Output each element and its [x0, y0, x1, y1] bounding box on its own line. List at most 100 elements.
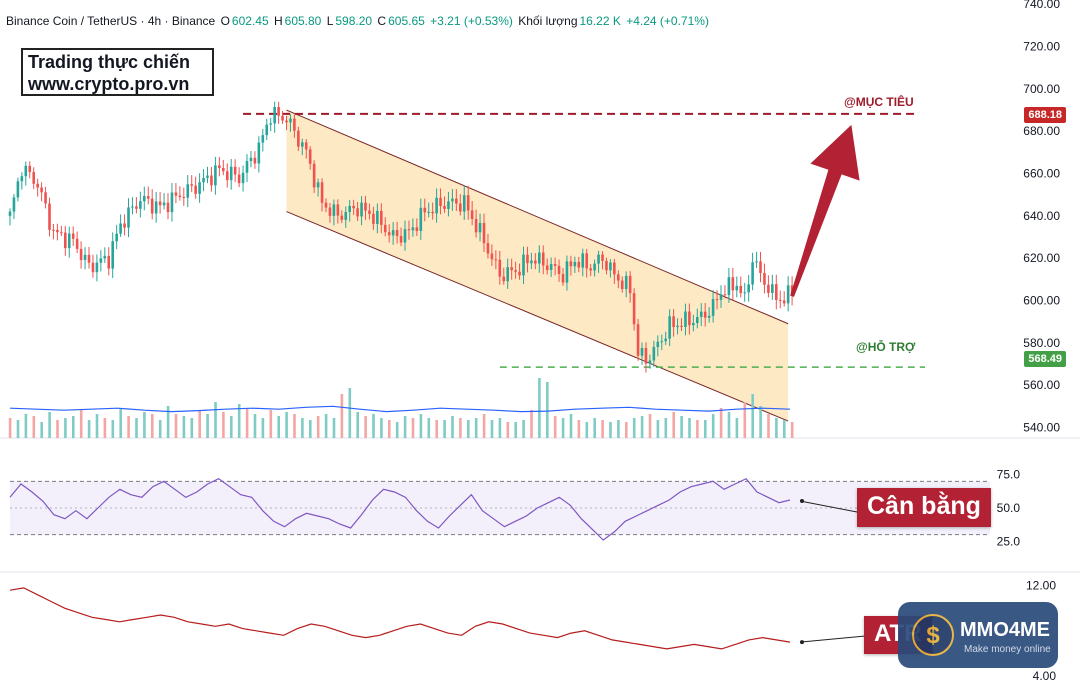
candle-body	[743, 292, 746, 294]
candle-body	[75, 238, 79, 249]
low-label: L	[326, 14, 334, 28]
volume-bar	[277, 416, 280, 438]
candle-body	[624, 275, 628, 290]
volume-bar	[206, 414, 209, 438]
candle-body	[16, 181, 20, 198]
volume-bar	[16, 420, 20, 438]
volume-bar	[506, 422, 510, 438]
volume-bar	[261, 418, 265, 438]
candle-body	[541, 252, 545, 266]
candle-body	[585, 253, 588, 269]
candle-body	[103, 255, 107, 259]
candle-body	[786, 285, 790, 304]
candle-body	[332, 204, 336, 216]
candle-body	[727, 277, 731, 296]
volume-ma-line	[9, 405, 791, 413]
candle-body	[265, 124, 269, 136]
candle-body	[680, 325, 683, 327]
candle-body	[775, 284, 778, 300]
candle-body	[518, 271, 521, 276]
candle-body	[462, 195, 466, 212]
candle-body	[202, 177, 205, 183]
candle-body	[348, 205, 351, 213]
candle-body	[605, 260, 608, 271]
candle-body	[735, 285, 739, 291]
candle-body	[411, 227, 415, 231]
volume-bar	[688, 418, 691, 438]
candle-body	[143, 196, 146, 202]
candle-body	[190, 184, 193, 186]
volume-bar	[364, 416, 367, 438]
support-price-badge: 568.49	[1024, 351, 1066, 367]
volume-bar	[711, 414, 715, 438]
rsi-line	[9, 477, 791, 541]
volume-bar	[569, 414, 573, 438]
price-tick-label: 580.00	[1023, 336, 1060, 350]
candle-body	[601, 254, 604, 261]
candle-body	[225, 171, 229, 181]
volume-bar	[767, 414, 770, 438]
volume-bar	[380, 418, 383, 438]
candle-body	[640, 347, 644, 356]
volume-bar	[593, 418, 596, 438]
candle-body	[166, 202, 170, 213]
candle-body	[577, 261, 581, 268]
candle-body	[751, 262, 754, 285]
volume-bar	[790, 422, 794, 438]
volume-bar	[56, 420, 59, 438]
candle-body	[182, 196, 186, 198]
volume-bar	[24, 414, 28, 438]
volume-bar	[388, 420, 391, 438]
candle-body	[285, 120, 288, 123]
volume-value: 16.22 K	[579, 14, 621, 28]
candle-body	[383, 224, 387, 233]
atr-tick-label: 12.00	[1026, 579, 1056, 593]
volume-bar	[419, 414, 423, 438]
candle-body	[249, 157, 253, 162]
candle-body	[565, 261, 569, 283]
volume-bar	[332, 418, 336, 438]
candle-body	[778, 299, 782, 301]
target-arrow	[790, 124, 860, 297]
candle-body	[561, 274, 565, 283]
volume-bar	[490, 420, 494, 438]
balance-tag: Cân bằng	[857, 488, 991, 527]
candle-body	[107, 255, 111, 269]
volume-bar	[79, 410, 83, 438]
candle-body	[308, 149, 312, 164]
atr-line	[9, 587, 791, 650]
candle-body	[356, 208, 359, 217]
price-tick-label: 560.00	[1023, 378, 1060, 392]
candle-body	[20, 176, 24, 182]
volume-bar	[609, 422, 612, 438]
volume-bar	[111, 420, 115, 438]
candle-body	[538, 252, 541, 264]
candle-body	[297, 130, 300, 147]
candle-body	[628, 275, 632, 294]
volume-bar	[664, 418, 668, 438]
volume-bar	[577, 420, 581, 438]
logo-name: MMO4ME	[960, 619, 1050, 641]
candle-body	[178, 195, 182, 197]
candle-body	[8, 211, 12, 216]
chart-header: Binance Coin / TetherUS · 4h · Binance O…	[6, 14, 711, 28]
candle-body	[214, 165, 217, 186]
candle-body	[427, 211, 430, 213]
candle-body	[316, 182, 320, 188]
candle-body	[435, 197, 438, 214]
candle-body	[198, 182, 201, 194]
volume-bar	[190, 418, 194, 438]
symbol-label: Binance Coin / TetherUS · 4h · Binance	[6, 14, 216, 28]
candle-body	[407, 229, 411, 231]
volume-bar	[340, 394, 344, 438]
candle-body	[419, 207, 423, 231]
candle-body	[763, 273, 766, 285]
candle-body	[328, 207, 332, 216]
volume-bar	[395, 422, 399, 438]
candle-body	[32, 172, 35, 184]
volume-bar	[530, 410, 533, 438]
candle-body	[514, 270, 517, 272]
candle-body	[747, 284, 750, 293]
candle-body	[759, 261, 762, 274]
candle-body	[99, 258, 103, 263]
